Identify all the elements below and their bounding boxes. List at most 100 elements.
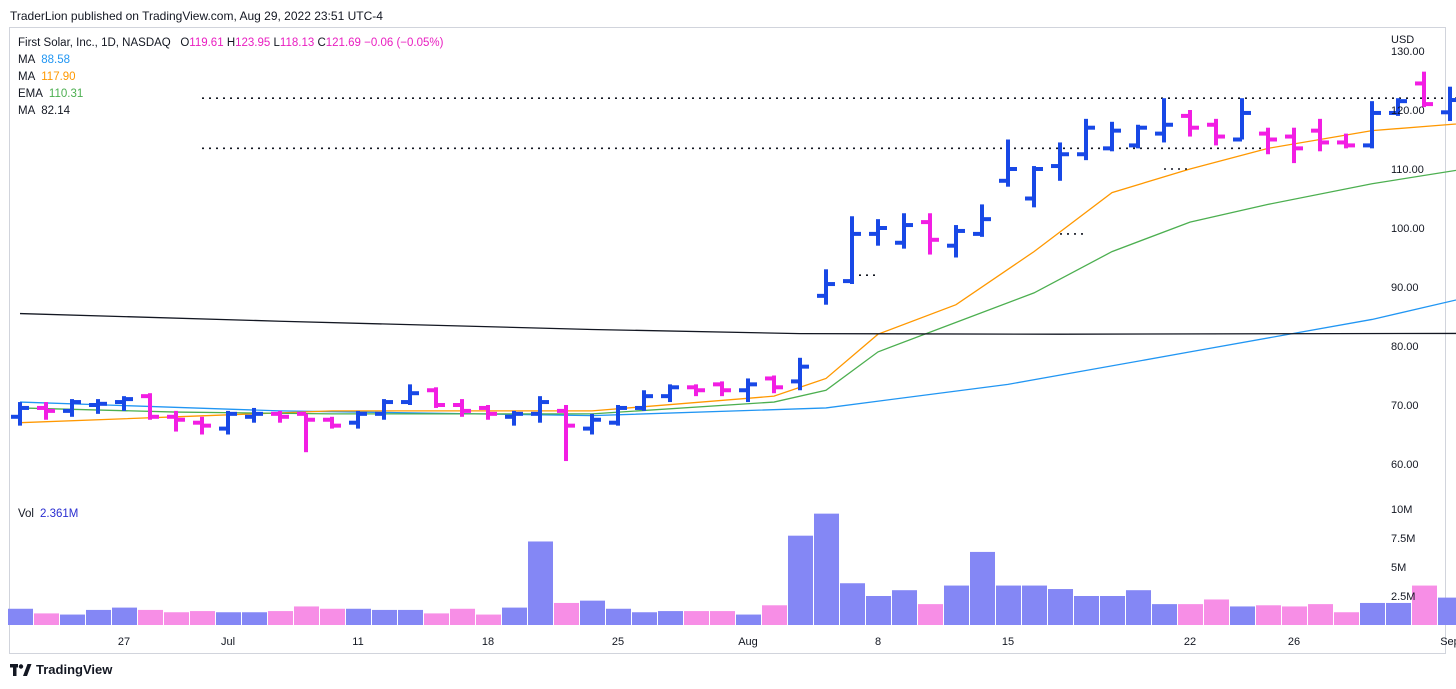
volume-bar — [190, 611, 215, 625]
time-tick-label: 11 — [352, 636, 363, 648]
volume-bar — [268, 611, 293, 625]
volume-bar — [216, 612, 241, 625]
time-tick-label: 8 — [875, 636, 881, 648]
indicator-name: EMA — [18, 88, 43, 100]
volume-bar — [814, 513, 839, 625]
price-tick-label: 90.00 — [1391, 282, 1419, 294]
volume-bar — [242, 612, 267, 625]
volume-bar — [1438, 597, 1456, 625]
volume-bar — [1178, 604, 1203, 625]
chart-frame — [9, 27, 1446, 654]
moving-average-line — [19, 312, 1456, 335]
tradingview-logo-icon — [10, 663, 32, 676]
indicator-ma-3[interactable]: MA 82.14 — [18, 105, 70, 117]
symbol-legend[interactable]: First Solar, Inc., 1D, NASDAQ O119.61 H1… — [18, 37, 443, 49]
price-tick-label: 130.00 — [1391, 46, 1425, 58]
volume-bar — [528, 541, 553, 625]
volume-bar — [1100, 596, 1125, 625]
volume-bar — [320, 608, 345, 625]
volume-tick-label: 5M — [1391, 562, 1406, 574]
indicator-ema[interactable]: EMA 110.31 — [18, 88, 83, 100]
volume-bar — [944, 585, 969, 625]
price-tick-label: 80.00 — [1391, 341, 1419, 353]
time-tick-label: 26 — [1288, 636, 1300, 648]
indicator-name: MA — [18, 71, 36, 83]
volume-bar — [892, 590, 917, 625]
change-value: −0.06 (−0.05%) — [364, 37, 444, 49]
close-value: 121.69 — [325, 37, 361, 49]
volume-bar — [606, 608, 631, 625]
tradingview-footer[interactable]: TradingView — [10, 662, 112, 677]
currency-label: USD — [1391, 34, 1415, 46]
price-tick-label: 70.00 — [1391, 400, 1419, 412]
indicator-value: 88.58 — [41, 54, 71, 66]
price-tick-label: 60.00 — [1391, 459, 1419, 471]
volume-bar — [866, 596, 891, 625]
tradingview-brand: TradingView — [36, 662, 113, 677]
volume-bar — [294, 606, 319, 625]
indicator-value: 117.90 — [41, 71, 76, 83]
volume-bar — [372, 609, 397, 625]
open-key: O — [180, 37, 190, 49]
publisher-line: TraderLion published on TradingView.com,… — [10, 9, 383, 23]
volume-bar — [710, 611, 735, 625]
volume-bar — [450, 608, 475, 625]
time-tick-label: Sep — [1440, 636, 1456, 648]
time-tick-label: 15 — [1002, 636, 1014, 648]
volume-bar — [1152, 604, 1177, 625]
volume-bar — [8, 608, 33, 625]
volume-bar — [112, 607, 137, 625]
symbol-title[interactable]: First Solar, Inc., 1D, NASDAQ — [18, 37, 171, 49]
moving-average-line — [19, 299, 1456, 417]
indicator-ma-1[interactable]: MA 88.58 — [18, 54, 70, 66]
low-key: L — [273, 37, 280, 49]
volume-tick-label: 7.5M — [1391, 533, 1415, 545]
volume-bar — [970, 551, 995, 625]
volume-bar — [138, 609, 163, 625]
volume-bar — [60, 614, 85, 625]
high-value: 123.95 — [235, 37, 271, 49]
volume-bar — [346, 608, 371, 625]
price-tick-label: 120.00 — [1391, 105, 1425, 117]
volume-bar — [164, 612, 189, 625]
price-tick-label: 100.00 — [1391, 223, 1425, 235]
volume-bar — [1048, 589, 1073, 625]
moving-average-line — [19, 123, 1456, 424]
high-key: H — [226, 37, 236, 49]
volume-bar — [554, 602, 579, 625]
indicator-name: MA — [18, 54, 36, 66]
time-tick-label: Jul — [221, 636, 235, 648]
volume-bar — [1204, 599, 1229, 625]
volume-bar — [1360, 602, 1385, 625]
volume-bar — [1308, 604, 1333, 625]
volume-bar — [476, 614, 501, 625]
moving-average-line — [19, 169, 1456, 415]
volume-bar — [1412, 585, 1437, 625]
volume-bar — [1282, 606, 1307, 625]
volume-bar — [996, 585, 1021, 625]
volume-bar — [1230, 606, 1255, 625]
indicator-ma-2[interactable]: MA 117.90 — [18, 71, 76, 83]
volume-bar — [86, 609, 111, 625]
close-key: C — [317, 37, 326, 49]
open-value: 119.61 — [189, 37, 224, 49]
volume-bar — [762, 605, 787, 625]
time-tick-label: 25 — [612, 636, 624, 648]
volume-bar — [580, 600, 605, 625]
volume-bar — [398, 609, 423, 625]
indicator-value: 82.14 — [41, 105, 71, 117]
time-tick-label: 18 — [482, 636, 494, 648]
volume-bar — [1256, 605, 1281, 625]
indicator-value: 110.31 — [48, 88, 84, 100]
volume-bar — [34, 613, 59, 625]
volume-bar — [736, 614, 761, 625]
volume-bar — [684, 611, 709, 625]
volume-tick-label: 2.5M — [1391, 591, 1415, 603]
volume-bar — [1074, 596, 1099, 625]
volume-bar — [1126, 590, 1151, 625]
volume-legend[interactable]: Vol 2.361M — [18, 508, 78, 520]
volume-bar — [632, 612, 657, 625]
indicator-name: MA — [18, 105, 36, 117]
volume-bar — [918, 604, 943, 625]
